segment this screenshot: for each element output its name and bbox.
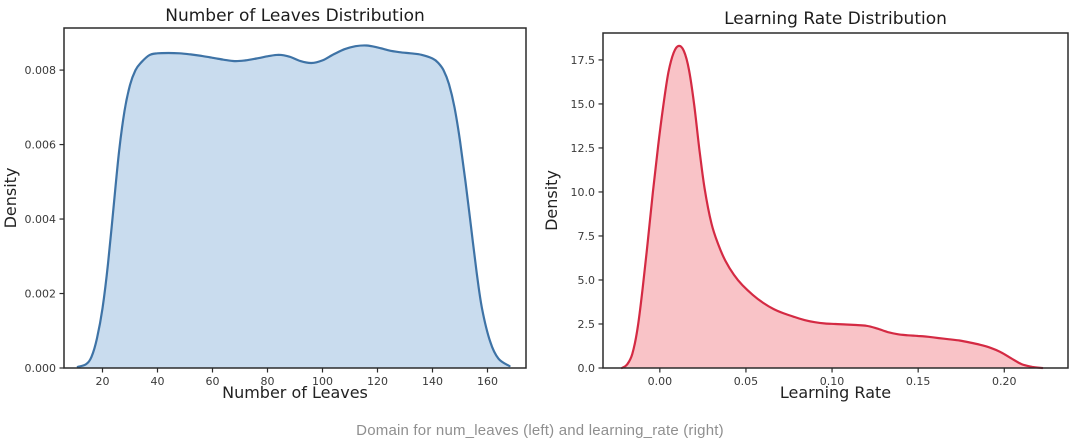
y-tick-label: 7.5 xyxy=(578,230,596,243)
x-tick-label: 60 xyxy=(206,375,220,388)
x-tick-label: 120 xyxy=(367,375,388,388)
x-tick-label: 0.00 xyxy=(648,375,673,388)
kde-chart-0: 20 40 60 80 100 120 140 160 0.000 0.002 0.004 0.006… xyxy=(1,6,527,402)
x-tick-label: 0.15 xyxy=(906,375,931,388)
x-axis-label: Learning Rate xyxy=(780,383,891,402)
kde-area-fill xyxy=(77,45,510,368)
kde-chart-1: 0.00 0.05 0.10 0.15 0.20 0.0 2.5 5.0 7.5 10.0 12.5… xyxy=(542,9,1069,402)
y-tick-label: 5.0 xyxy=(578,274,596,287)
y-tick-label: 17.5 xyxy=(571,54,596,67)
x-tick-label: 20 xyxy=(96,375,110,388)
x-tick-label: 80 xyxy=(261,375,275,388)
figure-caption: Domain for num_leaves (left) and learnin… xyxy=(356,422,724,439)
y-tick-label: 0.000 xyxy=(25,362,57,375)
y-tick-label: 0.002 xyxy=(25,288,57,301)
kde-area-fill xyxy=(621,45,1043,368)
y-tick-label: 15.0 xyxy=(571,98,596,111)
x-tick-label: 40 xyxy=(151,375,165,388)
x-axis-label: Number of Leaves xyxy=(222,383,368,402)
x-tick-label: 140 xyxy=(422,375,443,388)
x-tick-label: 160 xyxy=(477,375,498,388)
y-axis-label: Density xyxy=(1,168,20,229)
x-tick-label: 0.20 xyxy=(992,375,1017,388)
x-tick-label: 100 xyxy=(312,375,333,388)
y-tick-label: 0.006 xyxy=(25,139,57,152)
kde-curve-line xyxy=(76,44,511,368)
axes-box xyxy=(602,32,1069,369)
chart-title: Number of Leaves Distribution xyxy=(165,6,425,26)
chart-title: Learning Rate Distribution xyxy=(724,9,947,29)
y-tick-label: 12.5 xyxy=(571,142,596,155)
y-tick-label: 2.5 xyxy=(578,318,596,331)
y-tick-label: 0.0 xyxy=(578,362,596,375)
y-tick-label: 0.008 xyxy=(25,64,57,77)
kde-curve-line xyxy=(620,44,1044,370)
y-tick-label: 10.0 xyxy=(571,186,596,199)
x-tick-label: 0.10 xyxy=(820,375,845,388)
y-axis-label: Density xyxy=(542,170,561,231)
x-tick-label: 0.05 xyxy=(734,375,759,388)
y-tick-label: 0.004 xyxy=(25,213,57,226)
axes-box xyxy=(63,27,527,369)
